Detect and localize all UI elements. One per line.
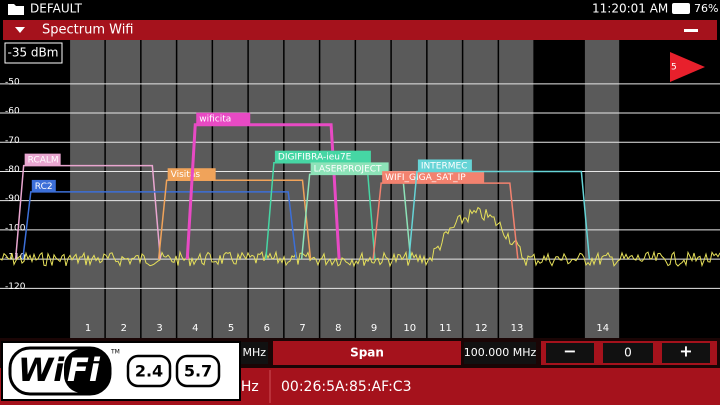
channel-column: [391, 40, 427, 338]
channel-label: 14: [596, 323, 609, 334]
network-label: INTERMEC: [421, 161, 468, 171]
channel-column: [177, 40, 212, 338]
network-label-box: [24, 153, 61, 166]
center-unit: MHz: [242, 346, 266, 359]
channel-label: 3: [156, 323, 162, 334]
panel-title: Spectrum Wifi: [42, 23, 134, 38]
y-tick-label: -60: [5, 107, 20, 117]
span-value: 100.000 MHz: [464, 346, 537, 359]
network-label-box: [31, 179, 56, 192]
channel-column: [499, 40, 534, 338]
logo-wi: Wi: [18, 351, 65, 389]
y-tick-label: -90: [5, 194, 20, 204]
minimize-button[interactable]: [684, 29, 698, 32]
channel-label: 6: [264, 323, 270, 334]
channel-column: [427, 40, 462, 338]
channel-column: [248, 40, 284, 338]
marker[interactable]: [670, 52, 705, 82]
logo-fi: Fi: [67, 351, 101, 389]
channel-column: [356, 40, 391, 338]
band-badge: [126, 354, 172, 388]
span-box[interactable]: [464, 342, 536, 364]
offset-box[interactable]: [603, 343, 653, 363]
network-trace: [157, 179, 312, 260]
logo-tm: TM: [110, 349, 120, 356]
network-label-box: [382, 171, 485, 184]
network-trace: [185, 123, 341, 260]
mac-address: 00:26:5A:85:AF:C3: [281, 379, 412, 395]
network-label: WIFI_GIGA_SAT_IP: [385, 173, 466, 183]
channel-column: [141, 40, 176, 338]
offset-value: 0: [624, 346, 632, 360]
channel-column: [213, 40, 248, 338]
channel-column: [284, 40, 319, 338]
network-label: DIGIFIBRA-ieu7E: [278, 153, 352, 163]
network-trace: [408, 170, 591, 260]
logo-fi-badge: [64, 349, 110, 393]
channel-label: 1: [85, 323, 91, 334]
network-label-box: [310, 162, 389, 175]
network-label-box: [196, 112, 251, 125]
spectrum-plot: 1 2 3 4 5 6 7 8 9 10 11 12 13 14-50-60-70-80-90-100-1…: [0, 40, 720, 338]
y-tick-label: -80: [5, 165, 20, 175]
reference-level: -35 dBm: [8, 46, 59, 60]
profile-name: DEFAULT: [30, 2, 83, 16]
network-label: wificita: [199, 115, 231, 125]
reference-box[interactable]: [4, 42, 63, 64]
marker-label: 5: [671, 63, 677, 73]
network-label: RC2: [35, 182, 53, 192]
collapse-button[interactable]: [15, 27, 25, 33]
network-label: LASERPROJECT: [314, 164, 382, 174]
channel-column: [105, 40, 141, 338]
channel-label: 8: [335, 323, 341, 334]
plus-label: +: [679, 342, 692, 361]
band-badge: [175, 354, 221, 388]
channel-label: 5: [228, 323, 234, 334]
band-label: 2.4: [135, 362, 163, 381]
channel-label: 9: [371, 323, 377, 334]
channel-column: [320, 40, 355, 338]
y-tick-label: -120: [5, 282, 26, 292]
channel-label: 11: [439, 323, 452, 334]
span-label: Span: [350, 346, 384, 360]
network-trace: [22, 191, 297, 260]
y-tick-label: -50: [5, 77, 20, 87]
clock: 11:20:01 AM: [592, 2, 668, 16]
channel-label: 2: [121, 323, 127, 334]
folder-icon: [8, 4, 24, 15]
panel-header: [3, 20, 717, 40]
channel-column: [584, 40, 620, 338]
span-button[interactable]: [273, 341, 461, 365]
network-label-box: [274, 150, 371, 163]
channel-column: [70, 40, 105, 338]
network-label: RCALM: [28, 156, 59, 166]
y-tick-label: -100: [5, 223, 26, 233]
network-label: Visitas: [171, 170, 201, 180]
plus-button[interactable]: [662, 343, 710, 363]
network-trace: [14, 164, 162, 260]
network-label-box: [417, 159, 472, 172]
channel-label: 7: [299, 323, 305, 334]
battery-level: 76%: [694, 2, 718, 15]
channel-label: 13: [511, 323, 524, 334]
y-tick-label: -70: [5, 136, 20, 146]
channel-label: 12: [475, 323, 488, 334]
channel-column: [463, 40, 498, 338]
channel-label: 4: [192, 323, 198, 334]
minus-label: −: [563, 342, 576, 361]
band-label: 5.7: [184, 362, 212, 381]
noise-trace: [0, 206, 720, 268]
channel-label: 10: [403, 323, 416, 334]
battery-icon: [672, 3, 690, 14]
minus-button[interactable]: [546, 343, 594, 363]
